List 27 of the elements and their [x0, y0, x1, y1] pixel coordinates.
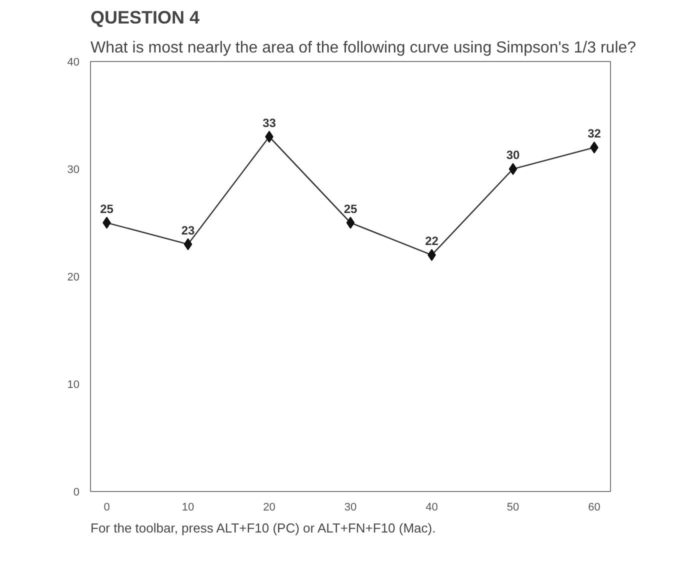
data-label: 30 — [506, 148, 520, 162]
y-tick-label: 10 — [67, 379, 80, 391]
point — [590, 142, 598, 154]
y-tick-label: 30 — [67, 164, 80, 176]
point — [428, 249, 436, 261]
data-label: 23 — [181, 223, 195, 238]
data-label: 33 — [262, 116, 276, 130]
x-tick-label: 20 — [263, 502, 276, 514]
x-tick-label: 40 — [426, 502, 438, 514]
y-tick-label: 20 — [67, 272, 80, 284]
point — [508, 163, 518, 175]
data-label: 32 — [588, 126, 602, 140]
point — [346, 216, 355, 229]
x-tick-label: 60 — [588, 502, 600, 514]
x-tick-label: 30 — [344, 502, 357, 514]
chart-title: QUESTION 4 — [90, 8, 200, 28]
data-label: 22 — [425, 234, 439, 248]
text: For the toolbar, press ALT+F10 (PC) or ALT+FN+F10 (Mac). — [90, 520, 436, 536]
x-tick-label: 10 — [182, 502, 194, 514]
y-tick-label: 40 — [67, 56, 80, 68]
data-label: 25 — [344, 202, 358, 216]
x-tick-label: 0 — [104, 502, 110, 514]
y-tick-label: 0 — [73, 486, 80, 498]
x-tick-label: 50 — [506, 502, 520, 514]
point — [184, 238, 192, 250]
data-label: 25 — [100, 202, 114, 216]
chart-subtitle: What is most nearly the area of the following curve using Simpson's 1/3 rule? — [90, 40, 636, 56]
